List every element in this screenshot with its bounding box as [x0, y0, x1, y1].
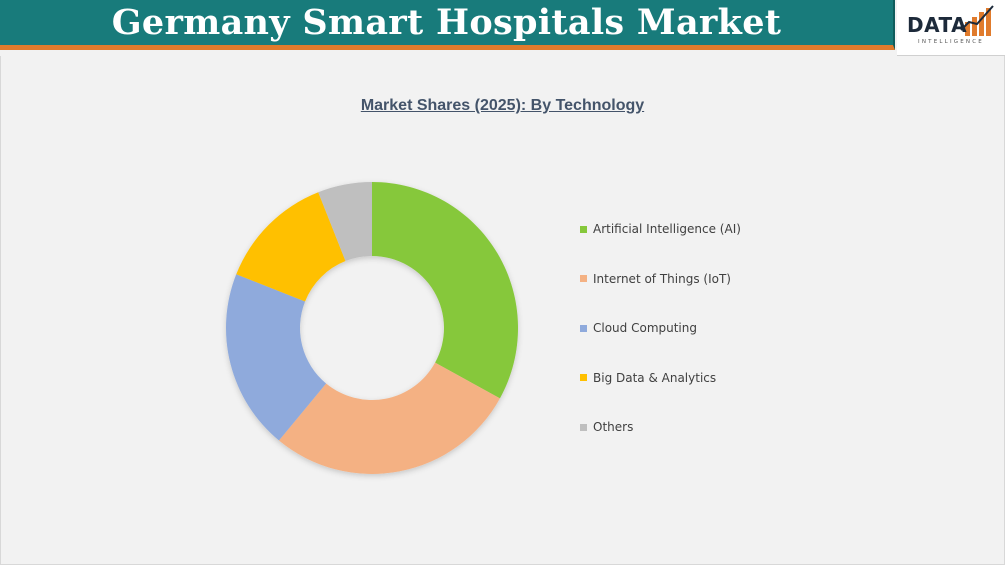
donut-slice-5 [318, 182, 372, 262]
legend-label: Others [593, 420, 634, 434]
legend-item: Others [580, 420, 633, 434]
legend-label: Cloud Computing [593, 321, 697, 335]
legend-item: Internet of Things (IoT) [580, 272, 731, 286]
logo-word: DATA [907, 13, 968, 37]
legend-item: Cloud Computing [580, 321, 697, 335]
datam-intelligence-logo: DATA INTELLIGENCE [897, 0, 1005, 56]
legend-item: Artificial Intelligence (AI) [580, 222, 741, 236]
page-title: Germany Smart Hospitals Market [111, 2, 782, 43]
logo-bars-icon [960, 5, 994, 36]
legend-label: Internet of Things (IoT) [593, 271, 731, 286]
logo-subtitle: INTELLIGENCE [918, 39, 984, 45]
legend-swatch [580, 225, 587, 233]
donut-slice-3 [226, 274, 327, 441]
donut-slice-1 [372, 182, 518, 399]
header-banner: Germany Smart Hospitals Market [0, 0, 895, 50]
legend-swatch [580, 324, 587, 332]
legend-swatch [580, 423, 587, 431]
legend-label: Artificial Intelligence (AI) [593, 222, 741, 236]
chart-title: Market Shares (2025): By Technology [360, 97, 645, 114]
donut-slice-2 [278, 362, 500, 474]
legend-swatch [580, 374, 587, 381]
legend-label: Big Data & Analytics [593, 370, 717, 385]
legend-swatch [580, 275, 587, 282]
legend-item: Big Data & Analytics [580, 371, 716, 385]
donut-slice-4 [236, 192, 346, 302]
